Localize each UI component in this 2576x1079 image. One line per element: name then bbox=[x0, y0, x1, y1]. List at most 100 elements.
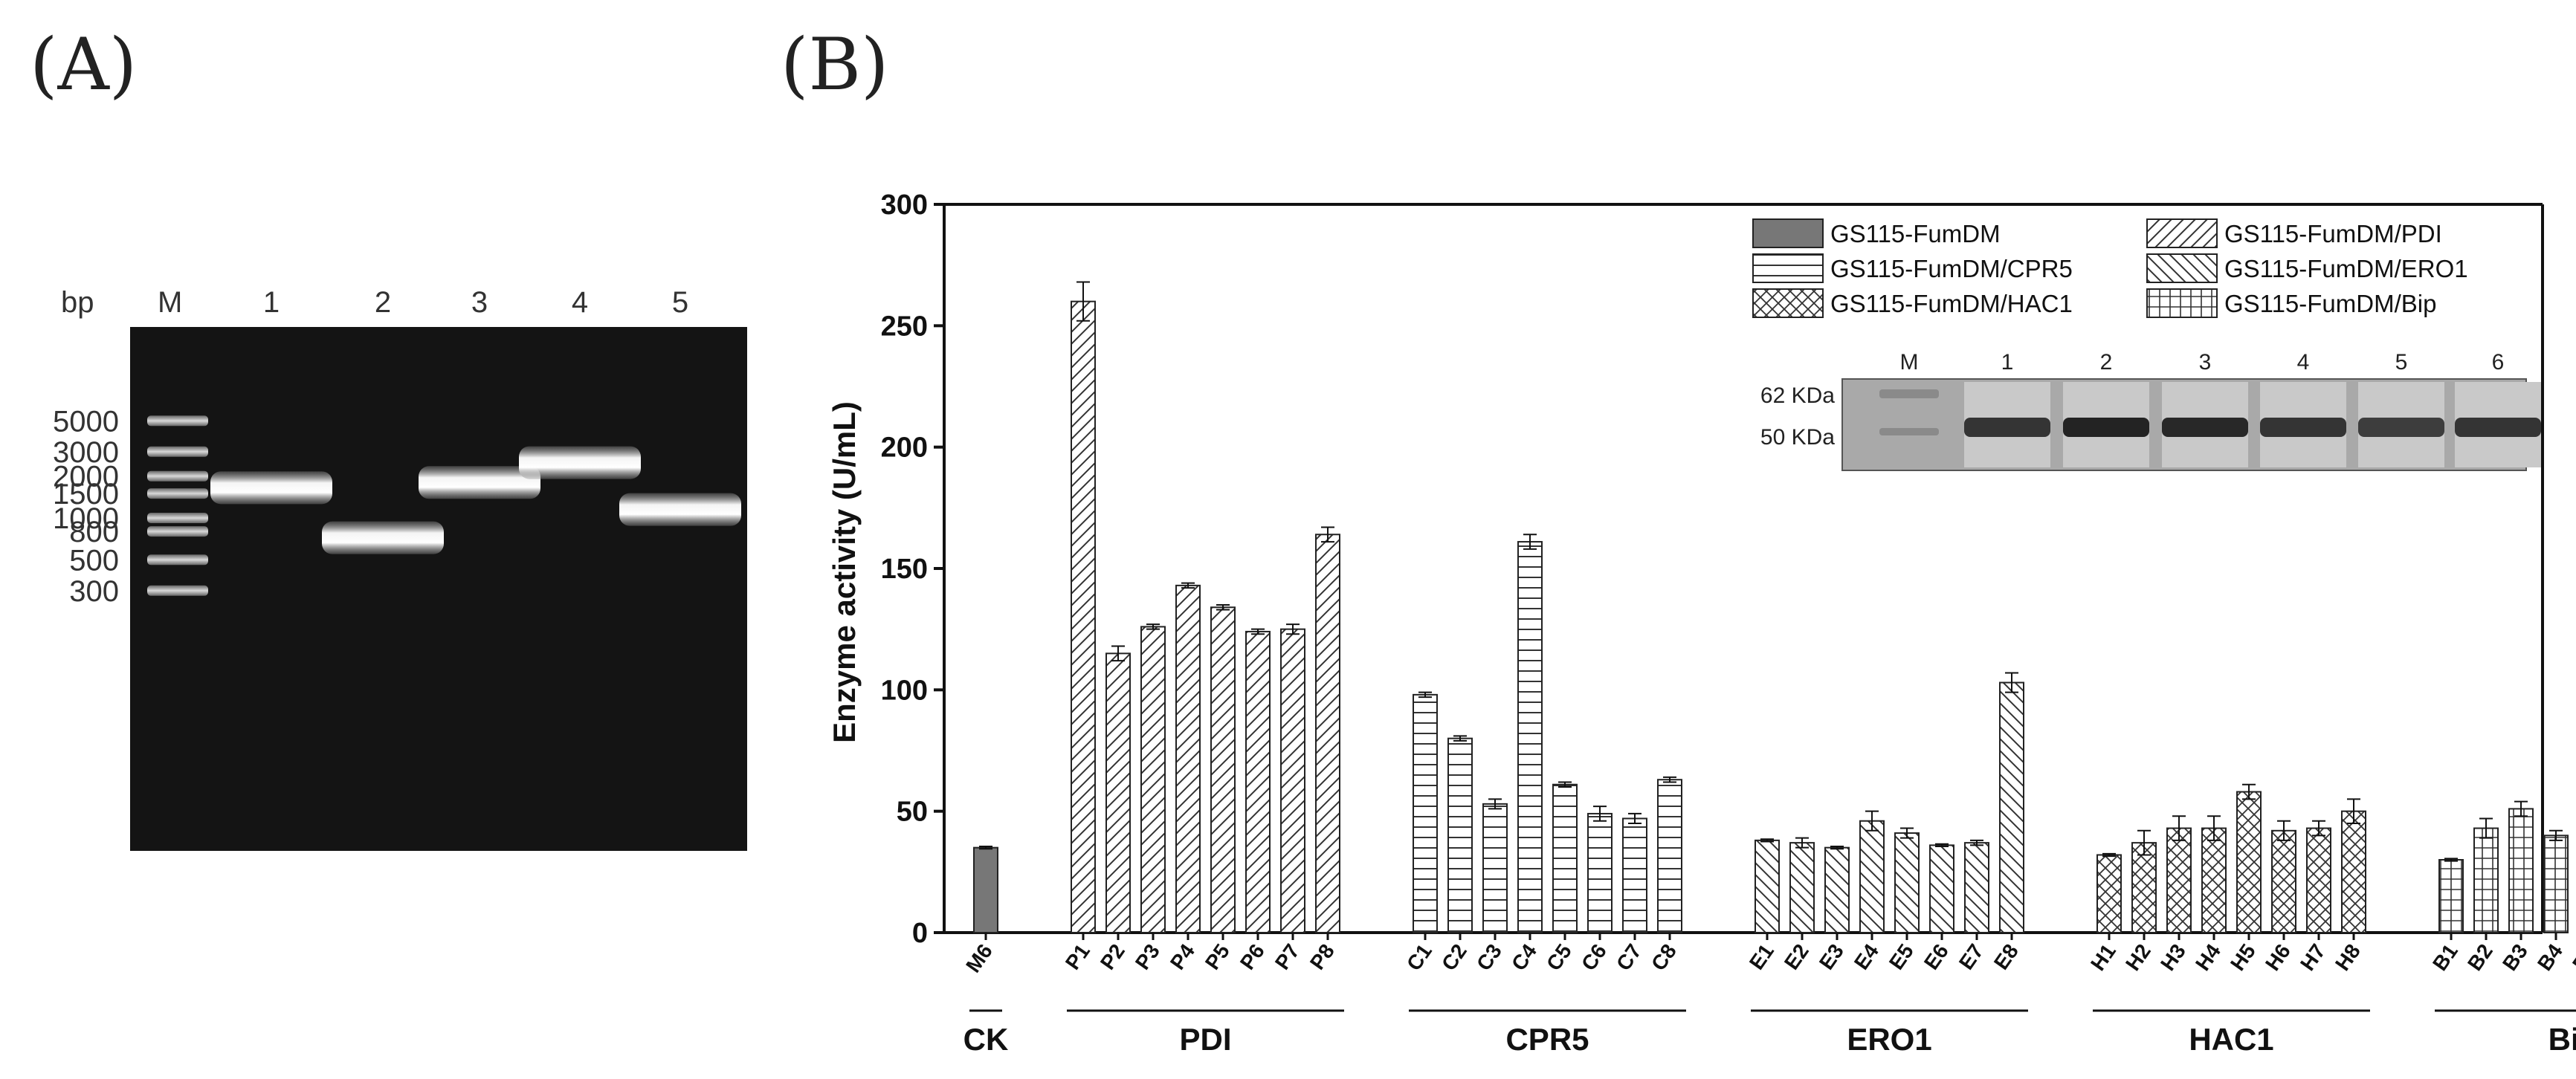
legend-label: GS115-FumDM/PDI bbox=[2224, 220, 2442, 247]
gel-band bbox=[519, 446, 641, 479]
ladder-label: 800 bbox=[69, 516, 119, 548]
bar bbox=[1413, 693, 1438, 933]
blot-band bbox=[2455, 418, 2541, 437]
ladder-label: 300 bbox=[69, 575, 119, 608]
ladder-band bbox=[147, 585, 208, 596]
x-tick-label: B2 bbox=[2463, 940, 2497, 975]
ladder-label: 1000 bbox=[53, 502, 119, 535]
legend-label: GS115-FumDM/Bip bbox=[2224, 290, 2436, 317]
x-tick-label: C5 bbox=[1542, 940, 1576, 975]
ladder-label: 5000 bbox=[53, 405, 119, 438]
gel-bands bbox=[210, 446, 741, 554]
gel-bp-label: bp bbox=[61, 286, 94, 319]
x-tick-label: H6 bbox=[2261, 940, 2295, 975]
bar bbox=[1447, 737, 1473, 934]
legend-swatch bbox=[1752, 218, 1824, 248]
legend-box bbox=[1746, 213, 2531, 332]
bar bbox=[1140, 626, 1166, 934]
bar bbox=[2438, 859, 2464, 933]
x-tick-label: C2 bbox=[1437, 940, 1471, 975]
blot-marker-band bbox=[1879, 389, 1939, 398]
blot-lane-label: M bbox=[1900, 350, 1919, 375]
x-tick-label: H3 bbox=[2156, 940, 2190, 975]
gel-band bbox=[210, 471, 332, 505]
chart-legend: GS115-FumDM GS115-FumDM/PDI GS115-FumDM/CP… bbox=[1746, 213, 2531, 332]
panel-b-label: (B) bbox=[781, 23, 888, 106]
x-tick-label: H1 bbox=[2086, 940, 2120, 975]
bar bbox=[1210, 606, 1236, 933]
panel-a-label: (A) bbox=[30, 23, 137, 106]
bar bbox=[2236, 791, 2262, 933]
gel-lane-label: 1 bbox=[263, 286, 280, 319]
gel-lane-labels: 1 2 3 4 5 bbox=[263, 286, 688, 319]
bar bbox=[2271, 829, 2296, 934]
x-tick-label: C1 bbox=[1402, 940, 1436, 975]
x-tick-label: M6 bbox=[961, 940, 997, 977]
bar bbox=[1245, 630, 1271, 934]
y-tick-label: 150 bbox=[881, 554, 928, 585]
x-tick-label: H2 bbox=[2121, 940, 2155, 975]
x-tick-label: H5 bbox=[2226, 940, 2260, 975]
y-tick-label: 0 bbox=[912, 918, 928, 949]
gel-lane-label: 3 bbox=[471, 286, 488, 319]
blot-band bbox=[2358, 418, 2444, 437]
x-tick-label: E8 bbox=[1989, 940, 2023, 974]
ladder-label: 1500 bbox=[53, 478, 119, 511]
bar bbox=[1999, 681, 2024, 933]
x-tick-label: P5 bbox=[1201, 940, 1234, 974]
bar-series bbox=[973, 281, 2569, 934]
legend-swatch bbox=[2146, 218, 2218, 248]
blot-lane-label: 2 bbox=[2100, 350, 2113, 375]
ladder-band bbox=[147, 554, 208, 566]
bar bbox=[2341, 810, 2366, 933]
x-tick-label: H7 bbox=[2296, 940, 2330, 975]
gel-band bbox=[322, 521, 444, 554]
ladder-band bbox=[147, 488, 208, 499]
bar bbox=[2473, 827, 2499, 933]
blot-lane-label: 6 bbox=[2492, 350, 2505, 375]
bar bbox=[1587, 812, 1613, 934]
bar bbox=[1964, 842, 1989, 933]
x-tick-label: P6 bbox=[1236, 940, 1269, 974]
blot-marker-62: 62 KDa bbox=[1760, 383, 1835, 408]
bar bbox=[2508, 808, 2534, 934]
bar bbox=[1929, 844, 1954, 934]
bar bbox=[1071, 300, 1096, 933]
ladder-band bbox=[147, 526, 208, 537]
legend-label: GS115-FumDM bbox=[1830, 220, 2001, 247]
blot-lane-label: 5 bbox=[2395, 350, 2408, 375]
group-label: ERO1 bbox=[1847, 1022, 1931, 1057]
x-tick-label: P1 bbox=[1061, 940, 1094, 974]
x-tick-label: H8 bbox=[2331, 940, 2365, 975]
bar bbox=[1315, 534, 1340, 933]
x-tick-label: E1 bbox=[1745, 940, 1778, 974]
legend-swatch bbox=[2146, 253, 2218, 283]
x-tick-label: P4 bbox=[1166, 939, 1199, 973]
y-tick-label: 100 bbox=[881, 675, 928, 706]
x-tick-label: C7 bbox=[1612, 940, 1646, 975]
bar bbox=[1789, 842, 1815, 933]
bar bbox=[1175, 584, 1201, 933]
x-tick-label: H4 bbox=[2191, 939, 2225, 974]
y-tick-label: 200 bbox=[881, 432, 928, 464]
gel-lane-label: 4 bbox=[572, 286, 588, 319]
ladder-label: 3000 bbox=[53, 436, 119, 469]
blot-marker-50: 50 KDa bbox=[1760, 425, 1835, 450]
gel-background bbox=[130, 327, 747, 851]
ladder-band bbox=[147, 415, 208, 427]
group-label: CK bbox=[963, 1022, 1009, 1057]
x-tick-label: P7 bbox=[1271, 940, 1304, 974]
y-axis-label: Enzyme activity (U/mL) bbox=[827, 401, 862, 743]
x-tick-label: E6 bbox=[1920, 940, 1953, 974]
y-tick-label: 300 bbox=[881, 189, 928, 221]
bar bbox=[2306, 827, 2331, 933]
bar bbox=[1894, 832, 1920, 933]
x-tick-label: P3 bbox=[1131, 940, 1164, 974]
enzyme-activity-chart: Enzyme activity (U/mL) 0 50 100 150 200 250 30… bbox=[827, 189, 2576, 1057]
bar bbox=[2201, 827, 2227, 933]
bar bbox=[1105, 652, 1131, 933]
bar bbox=[1755, 839, 1780, 934]
bar bbox=[1824, 846, 1850, 933]
